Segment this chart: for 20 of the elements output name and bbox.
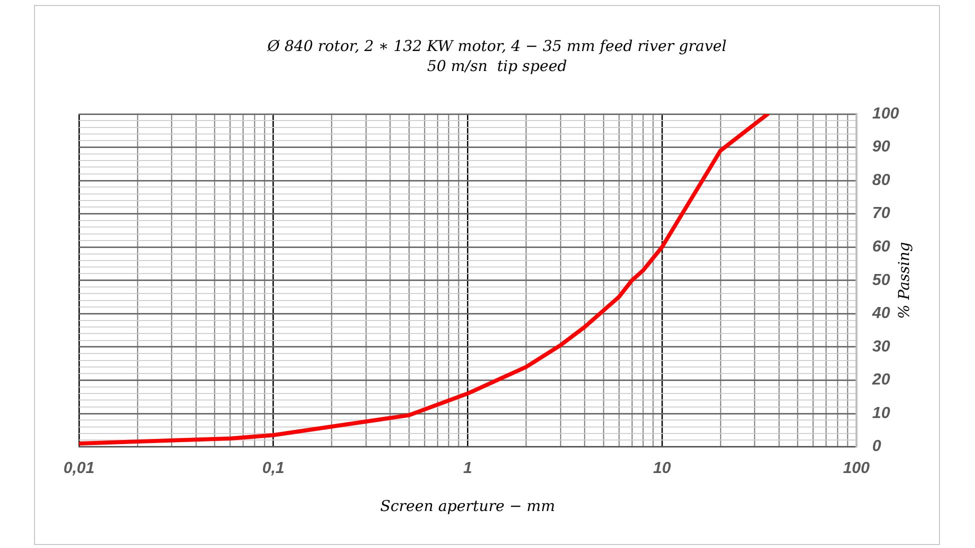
- y-tick-label: 80: [872, 172, 890, 189]
- y-tick-label: 100: [872, 105, 900, 122]
- y-tick-label: 0: [872, 438, 882, 456]
- y-tick-label: 50: [872, 272, 890, 289]
- y-axis-title: % Passing: [894, 242, 913, 319]
- chart-subtitle: 50 m/sn tip speed: [427, 56, 567, 75]
- y-tick-label: 60: [872, 238, 890, 256]
- y-tick-label: 30: [872, 338, 890, 356]
- x-axis-title: Screen aperture − mm: [380, 496, 556, 515]
- y-tick-label: 90: [872, 138, 890, 156]
- x-tick-label: 10: [653, 460, 671, 477]
- y-tick-label: 20: [871, 372, 890, 389]
- x-tick-label: 0,01: [63, 460, 95, 477]
- y-tick-label: 10: [872, 404, 890, 422]
- x-tick-label: 1: [463, 460, 472, 477]
- x-tick-label: 0,1: [262, 460, 285, 477]
- chart-title: Ø 840 rotor, 2 ∗ 132 KW motor, 4 − 35 mm feed river gravel: [266, 36, 727, 55]
- y-tick-label: 70: [872, 205, 890, 222]
- y-tick-label: 40: [871, 305, 890, 322]
- x-tick-label: 100: [842, 460, 870, 477]
